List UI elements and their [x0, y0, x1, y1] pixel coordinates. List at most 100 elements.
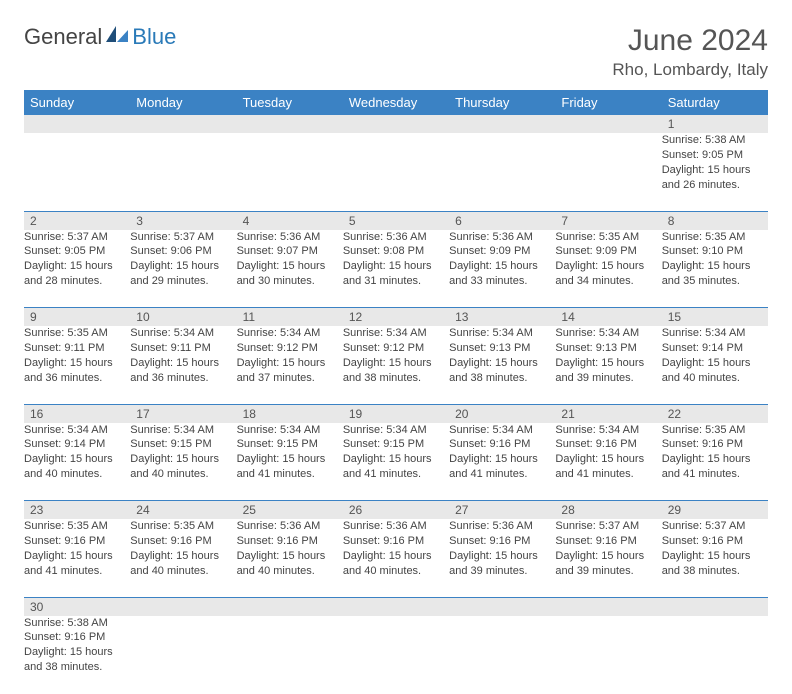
daylight-text: Daylight: 15 hours and 41 minutes.	[237, 452, 343, 482]
day-number-cell	[237, 115, 343, 133]
day-number-cell: 17	[130, 404, 236, 423]
day-detail-cell	[555, 133, 661, 211]
calendar-table: SundayMondayTuesdayWednesdayThursdayFrid…	[24, 90, 768, 694]
sunrise-text: Sunrise: 5:38 AM	[662, 133, 768, 148]
daylight-text: Daylight: 15 hours and 35 minutes.	[662, 259, 768, 289]
day-number-cell: 21	[555, 404, 661, 423]
day-detail-cell: Sunrise: 5:35 AMSunset: 9:16 PMDaylight:…	[24, 519, 130, 597]
day-detail-cell: Sunrise: 5:35 AMSunset: 9:16 PMDaylight:…	[130, 519, 236, 597]
daylight-text: Daylight: 15 hours and 41 minutes.	[343, 452, 449, 482]
sunset-text: Sunset: 9:16 PM	[555, 534, 661, 549]
day-number-cell	[343, 115, 449, 133]
daylight-text: Daylight: 15 hours and 38 minutes.	[662, 549, 768, 579]
day-number-cell: 12	[343, 308, 449, 327]
day-number-cell: 27	[449, 501, 555, 520]
day-number-cell: 10	[130, 308, 236, 327]
sunset-text: Sunset: 9:16 PM	[343, 534, 449, 549]
sunset-text: Sunset: 9:14 PM	[24, 437, 130, 452]
day-number-row: 2345678	[24, 211, 768, 230]
sunset-text: Sunset: 9:05 PM	[662, 148, 768, 163]
daylight-text: Daylight: 15 hours and 41 minutes.	[449, 452, 555, 482]
sunrise-text: Sunrise: 5:34 AM	[130, 423, 236, 438]
sunrise-text: Sunrise: 5:36 AM	[237, 230, 343, 245]
sunset-text: Sunset: 9:16 PM	[24, 630, 130, 645]
daylight-text: Daylight: 15 hours and 38 minutes.	[343, 356, 449, 386]
day-number-cell	[24, 115, 130, 133]
day-number-cell: 5	[343, 211, 449, 230]
sunrise-text: Sunrise: 5:37 AM	[662, 519, 768, 534]
sunrise-text: Sunrise: 5:34 AM	[555, 423, 661, 438]
daylight-text: Daylight: 15 hours and 39 minutes.	[449, 549, 555, 579]
day-detail-cell: Sunrise: 5:36 AMSunset: 9:16 PMDaylight:…	[343, 519, 449, 597]
sunrise-text: Sunrise: 5:35 AM	[662, 230, 768, 245]
sunset-text: Sunset: 9:16 PM	[555, 437, 661, 452]
day-number-row: 16171819202122	[24, 404, 768, 423]
weekday-header: Sunday	[24, 90, 130, 115]
day-detail-cell: Sunrise: 5:34 AMSunset: 9:16 PMDaylight:…	[555, 423, 661, 501]
sunrise-text: Sunrise: 5:34 AM	[343, 423, 449, 438]
day-detail-row: Sunrise: 5:35 AMSunset: 9:16 PMDaylight:…	[24, 519, 768, 597]
day-number-cell	[130, 115, 236, 133]
sunset-text: Sunset: 9:15 PM	[237, 437, 343, 452]
sail-icon	[104, 24, 130, 50]
daylight-text: Daylight: 15 hours and 38 minutes.	[24, 645, 130, 675]
page-header: General Blue June 2024 Rho, Lombardy, It…	[24, 24, 768, 80]
sunset-text: Sunset: 9:16 PM	[662, 437, 768, 452]
day-number-cell: 13	[449, 308, 555, 327]
day-detail-cell: Sunrise: 5:36 AMSunset: 9:16 PMDaylight:…	[237, 519, 343, 597]
day-detail-cell: Sunrise: 5:34 AMSunset: 9:11 PMDaylight:…	[130, 326, 236, 404]
weekday-header: Tuesday	[237, 90, 343, 115]
daylight-text: Daylight: 15 hours and 36 minutes.	[24, 356, 130, 386]
sunrise-text: Sunrise: 5:34 AM	[237, 423, 343, 438]
sunrise-text: Sunrise: 5:34 AM	[237, 326, 343, 341]
weekday-header: Saturday	[662, 90, 768, 115]
sunrise-text: Sunrise: 5:37 AM	[555, 519, 661, 534]
day-detail-cell	[343, 616, 449, 694]
sunrise-text: Sunrise: 5:34 AM	[662, 326, 768, 341]
sunset-text: Sunset: 9:09 PM	[555, 244, 661, 259]
day-detail-cell: Sunrise: 5:36 AMSunset: 9:08 PMDaylight:…	[343, 230, 449, 308]
day-detail-cell: Sunrise: 5:35 AMSunset: 9:09 PMDaylight:…	[555, 230, 661, 308]
sunrise-text: Sunrise: 5:36 AM	[237, 519, 343, 534]
day-number-cell: 7	[555, 211, 661, 230]
sunset-text: Sunset: 9:07 PM	[237, 244, 343, 259]
day-number-cell: 2	[24, 211, 130, 230]
day-detail-cell: Sunrise: 5:37 AMSunset: 9:06 PMDaylight:…	[130, 230, 236, 308]
sunrise-text: Sunrise: 5:36 AM	[343, 519, 449, 534]
day-detail-cell: Sunrise: 5:38 AMSunset: 9:05 PMDaylight:…	[662, 133, 768, 211]
day-number-cell: 28	[555, 501, 661, 520]
sunrise-text: Sunrise: 5:34 AM	[130, 326, 236, 341]
day-detail-cell	[449, 133, 555, 211]
sunset-text: Sunset: 9:05 PM	[24, 244, 130, 259]
sunrise-text: Sunrise: 5:34 AM	[449, 326, 555, 341]
day-detail-cell	[237, 616, 343, 694]
day-detail-cell: Sunrise: 5:35 AMSunset: 9:11 PMDaylight:…	[24, 326, 130, 404]
sunset-text: Sunset: 9:16 PM	[24, 534, 130, 549]
day-detail-cell: Sunrise: 5:34 AMSunset: 9:15 PMDaylight:…	[343, 423, 449, 501]
sunrise-text: Sunrise: 5:37 AM	[24, 230, 130, 245]
daylight-text: Daylight: 15 hours and 39 minutes.	[555, 549, 661, 579]
sunset-text: Sunset: 9:16 PM	[449, 437, 555, 452]
day-number-cell: 3	[130, 211, 236, 230]
day-number-row: 9101112131415	[24, 308, 768, 327]
day-number-cell: 24	[130, 501, 236, 520]
day-number-cell: 8	[662, 211, 768, 230]
day-detail-cell	[555, 616, 661, 694]
sunset-text: Sunset: 9:10 PM	[662, 244, 768, 259]
sunset-text: Sunset: 9:06 PM	[130, 244, 236, 259]
weekday-header: Wednesday	[343, 90, 449, 115]
daylight-text: Daylight: 15 hours and 29 minutes.	[130, 259, 236, 289]
sunrise-text: Sunrise: 5:38 AM	[24, 616, 130, 631]
weekday-header: Monday	[130, 90, 236, 115]
sunset-text: Sunset: 9:09 PM	[449, 244, 555, 259]
day-number-cell	[662, 597, 768, 616]
day-detail-cell: Sunrise: 5:37 AMSunset: 9:16 PMDaylight:…	[662, 519, 768, 597]
day-detail-cell: Sunrise: 5:38 AMSunset: 9:16 PMDaylight:…	[24, 616, 130, 694]
day-number-cell	[449, 115, 555, 133]
day-detail-cell: Sunrise: 5:37 AMSunset: 9:05 PMDaylight:…	[24, 230, 130, 308]
day-detail-row: Sunrise: 5:34 AMSunset: 9:14 PMDaylight:…	[24, 423, 768, 501]
brand-logo: General Blue	[24, 24, 176, 50]
sunset-text: Sunset: 9:11 PM	[130, 341, 236, 356]
sunset-text: Sunset: 9:15 PM	[130, 437, 236, 452]
weekday-header: Friday	[555, 90, 661, 115]
